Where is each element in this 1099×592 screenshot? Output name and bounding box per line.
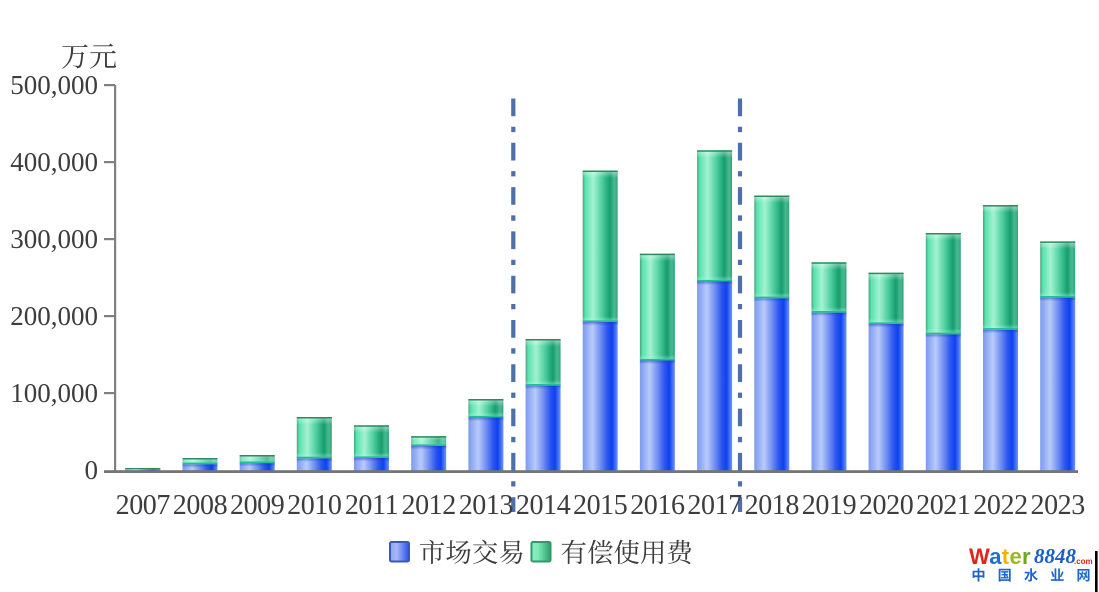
svg-text:400,000: 400,000 bbox=[10, 147, 98, 177]
svg-text:2010: 2010 bbox=[287, 490, 341, 521]
svg-text:100,000: 100,000 bbox=[10, 378, 98, 408]
svg-text:300,000: 300,000 bbox=[10, 224, 98, 254]
svg-text:2021: 2021 bbox=[916, 490, 970, 521]
svg-text:2013: 2013 bbox=[459, 490, 513, 521]
svg-text:2018: 2018 bbox=[745, 490, 799, 521]
svg-text:200,000: 200,000 bbox=[10, 301, 98, 331]
svg-text:0: 0 bbox=[85, 455, 99, 485]
svg-text:500,000: 500,000 bbox=[10, 70, 98, 100]
svg-text:8848: 8848 bbox=[1034, 544, 1077, 568]
svg-text:2019: 2019 bbox=[802, 490, 856, 521]
svg-text:2020: 2020 bbox=[859, 490, 913, 521]
svg-text:2023: 2023 bbox=[1030, 490, 1084, 521]
svg-text:2016: 2016 bbox=[630, 490, 685, 521]
svg-text:2022: 2022 bbox=[973, 490, 1027, 521]
svg-text:2014: 2014 bbox=[516, 490, 571, 521]
svg-text:2009: 2009 bbox=[230, 490, 284, 521]
svg-text:2015: 2015 bbox=[573, 490, 627, 521]
svg-text:2011: 2011 bbox=[345, 490, 398, 521]
svg-text:2007: 2007 bbox=[116, 490, 171, 521]
svg-text:2017: 2017 bbox=[687, 490, 742, 521]
svg-text:2012: 2012 bbox=[401, 490, 455, 521]
svg-text:.com: .com bbox=[1074, 557, 1093, 566]
svg-text:2008: 2008 bbox=[173, 490, 227, 521]
svg-text:Water: Water bbox=[969, 544, 1031, 569]
